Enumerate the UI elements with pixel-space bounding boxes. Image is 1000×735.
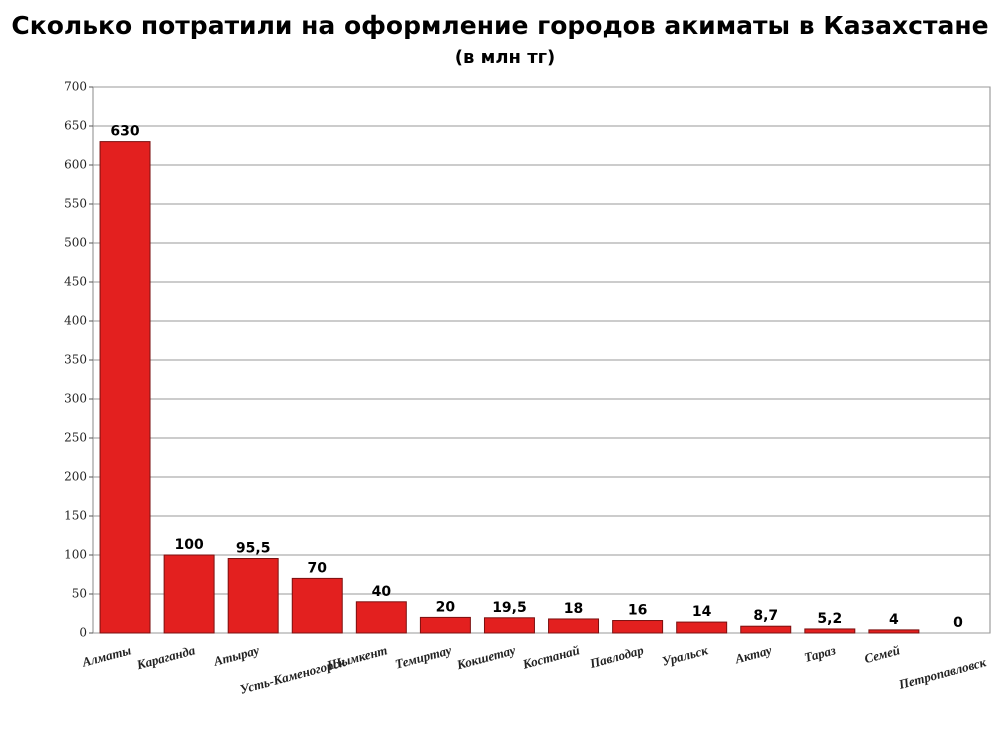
x-tick-label: Семей [863,642,902,666]
chart-subtitle: (в млн тг) [455,47,556,68]
bar [291,577,343,634]
bar [868,629,920,634]
y-tick-label: 300 [64,392,87,406]
x-tick-label: Алматы [80,642,133,670]
x-tick-label: Атырау [211,642,261,669]
x-tick-label: Шымкент [324,642,389,673]
bar [804,628,856,634]
value-label: 20 [436,599,456,615]
value-label: 630 [110,124,139,140]
y-tick-label: 150 [64,509,87,523]
x-tick-label: Тараз [803,642,838,665]
value-label: 19,5 [492,600,527,616]
bar [676,621,728,634]
x-tick-label: Павлодар [587,642,645,671]
bar [548,618,600,634]
bar [163,554,215,634]
y-tick-label: 50 [72,587,87,601]
value-label: 100 [174,537,203,553]
x-tick-label: Темиртау [393,642,453,671]
bar [99,141,151,634]
value-label: 95,5 [236,541,271,557]
bar [483,617,535,634]
y-tick-label: 550 [64,197,87,211]
value-label: 18 [564,601,583,617]
x-tick-label: Караганда [134,642,197,672]
y-tick-label: 350 [64,353,87,367]
x-tick-label: Актау [732,642,773,666]
y-tick-label: 450 [64,275,87,289]
bar [355,601,407,634]
bar [227,558,279,634]
value-label: 40 [372,584,392,600]
bar [419,616,471,634]
y-tick-label: 500 [64,236,87,250]
value-label: 5,2 [817,611,842,627]
y-tick-label: 400 [64,314,87,328]
y-tick-label: 600 [64,158,87,172]
x-tick-label: Уральск [660,642,709,669]
value-label: 8,7 [753,608,778,624]
y-tick-label: 100 [64,548,87,562]
chart-title: Сколько потратили на оформление городов … [11,11,988,40]
value-label: 16 [628,603,647,619]
x-tick-label: Петропавловск [896,654,988,692]
value-label: 70 [308,560,328,576]
value-label: 0 [953,615,963,631]
value-label: 14 [692,604,712,620]
value-label: 4 [889,612,899,628]
y-tick-label: 250 [64,431,87,445]
y-tick-label: 700 [64,80,87,94]
y-tick-label: 650 [64,119,87,133]
y-tick-label: 0 [79,626,87,640]
y-tick-label: 200 [64,470,87,484]
x-tick-label: Кокшетау [454,642,517,672]
bar [612,620,664,634]
bar [740,625,792,634]
x-tick-label: Костанай [520,642,581,672]
